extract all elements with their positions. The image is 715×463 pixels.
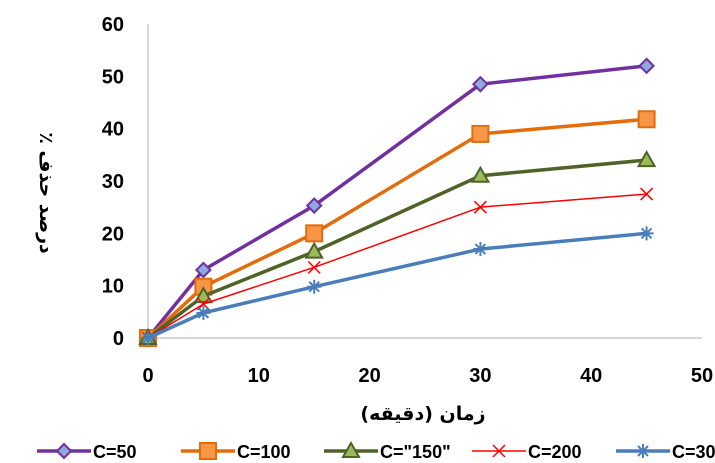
legend-entry: C=100 — [181, 442, 291, 462]
data-point — [307, 260, 321, 274]
y-tick-label: 20 — [102, 223, 124, 245]
axis-titles: زمان (دقیقه) درصد حذف ٪ — [35, 132, 486, 425]
x-tick-label: 20 — [358, 365, 380, 387]
series-line — [147, 193, 647, 339]
data-point — [305, 197, 323, 215]
series-line — [146, 117, 647, 340]
data-point — [473, 242, 488, 257]
tick-labels: 0 10 20 30 40 50 60 0 10 20 30 40 50 — [102, 14, 713, 387]
data-point — [638, 57, 656, 75]
series-line — [147, 231, 647, 340]
y-tick-label: 60 — [102, 14, 124, 36]
axes — [147, 24, 702, 339]
y-tick-label: 50 — [102, 66, 124, 88]
x-tick-label: 30 — [469, 365, 491, 387]
legend-label: C=100 — [237, 442, 291, 462]
y-axis-label: درصد حذف ٪ — [35, 132, 57, 254]
x-tick-label: 0 — [142, 365, 153, 387]
series-2 — [139, 110, 656, 347]
data-point — [473, 200, 487, 214]
series-group — [138, 57, 657, 347]
y-tick-label: 40 — [102, 119, 124, 141]
data-point — [639, 226, 654, 241]
series-line — [146, 158, 647, 340]
data-point — [640, 187, 654, 201]
data-point — [194, 261, 212, 279]
legend-label: C=300 — [672, 442, 715, 462]
data-point — [636, 150, 657, 168]
legend-label: C=50 — [93, 442, 137, 462]
legend-entry: C="150" — [324, 440, 451, 462]
y-tick-label: 10 — [102, 276, 124, 298]
data-point — [471, 75, 489, 93]
legend-marker — [199, 442, 217, 460]
data-point — [307, 279, 322, 294]
data-point — [196, 305, 211, 320]
legend: C=50 C=100 C="150" C=200 C=300 — [37, 440, 715, 462]
y-tick-label: 30 — [102, 171, 124, 193]
series-4 — [141, 187, 654, 345]
legend-entry: C=300 — [616, 442, 715, 462]
data-point — [304, 241, 324, 259]
data-point — [193, 286, 214, 304]
data-point — [305, 224, 324, 243]
data-point — [470, 165, 491, 183]
legend-label: C="150" — [380, 442, 451, 462]
legend-marker — [492, 444, 506, 458]
data-point — [637, 110, 656, 129]
x-tick-label: 10 — [248, 365, 270, 387]
data-point — [471, 124, 490, 143]
x-tick-label: 40 — [580, 365, 602, 387]
series-3 — [138, 150, 657, 345]
y-tick-label: 0 — [113, 328, 124, 350]
x-axis-label: زمان (دقیقه) — [360, 403, 485, 425]
series-5 — [141, 226, 654, 345]
data-point — [141, 331, 155, 345]
legend-marker — [55, 442, 73, 460]
x-tick-label: 50 — [691, 365, 713, 387]
legend-entry: C=200 — [472, 442, 582, 462]
series-1 — [139, 57, 656, 347]
legend-label: C=200 — [528, 442, 582, 462]
legend-entry: C=50 — [37, 442, 137, 462]
legend-marker — [636, 444, 650, 458]
legend-marker — [341, 440, 361, 458]
